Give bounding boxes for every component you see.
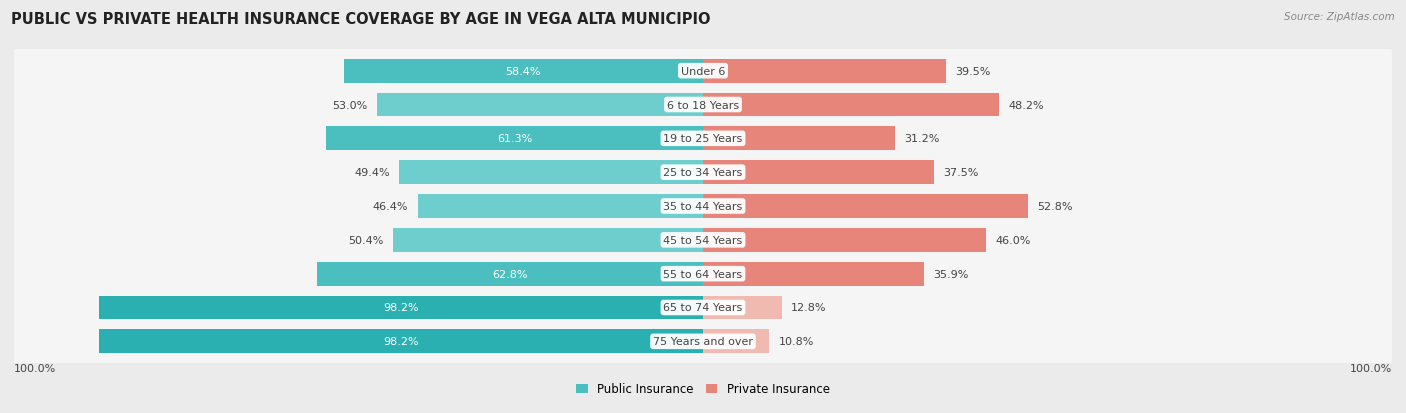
Legend: Public Insurance, Private Insurance: Public Insurance, Private Insurance: [576, 382, 830, 395]
Bar: [703, 262, 924, 286]
Text: 55 to 64 Years: 55 to 64 Years: [664, 269, 742, 279]
Text: 100.0%: 100.0%: [14, 363, 56, 373]
Text: 58.4%: 58.4%: [506, 66, 541, 76]
Text: 53.0%: 53.0%: [332, 100, 368, 110]
FancyBboxPatch shape: [14, 208, 1392, 273]
Text: Under 6: Under 6: [681, 66, 725, 76]
Bar: [98, 330, 703, 353]
Text: 37.5%: 37.5%: [943, 168, 979, 178]
Text: 39.5%: 39.5%: [955, 66, 991, 76]
Text: 61.3%: 61.3%: [496, 134, 531, 144]
FancyBboxPatch shape: [14, 309, 1392, 374]
Text: 98.2%: 98.2%: [384, 303, 419, 313]
Bar: [703, 296, 782, 320]
Text: 98.2%: 98.2%: [384, 337, 419, 347]
Text: 48.2%: 48.2%: [1008, 100, 1045, 110]
Text: 12.8%: 12.8%: [792, 303, 827, 313]
Text: 45 to 54 Years: 45 to 54 Years: [664, 235, 742, 245]
Bar: [326, 127, 703, 151]
FancyBboxPatch shape: [14, 174, 1392, 239]
Bar: [418, 195, 703, 218]
Text: 31.2%: 31.2%: [904, 134, 939, 144]
FancyBboxPatch shape: [14, 275, 1392, 340]
Bar: [343, 60, 703, 83]
FancyBboxPatch shape: [14, 242, 1392, 306]
Bar: [703, 127, 896, 151]
Text: 50.4%: 50.4%: [349, 235, 384, 245]
Text: 19 to 25 Years: 19 to 25 Years: [664, 134, 742, 144]
Text: 65 to 74 Years: 65 to 74 Years: [664, 303, 742, 313]
Text: 46.0%: 46.0%: [995, 235, 1031, 245]
Bar: [703, 195, 1028, 218]
Text: 35 to 44 Years: 35 to 44 Years: [664, 202, 742, 211]
Text: Source: ZipAtlas.com: Source: ZipAtlas.com: [1284, 12, 1395, 22]
Text: 75 Years and over: 75 Years and over: [652, 337, 754, 347]
Bar: [703, 330, 769, 353]
FancyBboxPatch shape: [14, 73, 1392, 138]
FancyBboxPatch shape: [14, 107, 1392, 171]
Bar: [703, 60, 946, 83]
FancyBboxPatch shape: [14, 140, 1392, 205]
Bar: [703, 93, 1000, 117]
Text: 46.4%: 46.4%: [373, 202, 408, 211]
Text: 49.4%: 49.4%: [354, 168, 389, 178]
Bar: [316, 262, 703, 286]
FancyBboxPatch shape: [14, 39, 1392, 104]
Text: 52.8%: 52.8%: [1038, 202, 1073, 211]
Bar: [399, 161, 703, 185]
Bar: [703, 161, 934, 185]
Text: 6 to 18 Years: 6 to 18 Years: [666, 100, 740, 110]
Bar: [98, 296, 703, 320]
Bar: [377, 93, 703, 117]
Text: 62.8%: 62.8%: [492, 269, 527, 279]
Text: PUBLIC VS PRIVATE HEALTH INSURANCE COVERAGE BY AGE IN VEGA ALTA MUNICIPIO: PUBLIC VS PRIVATE HEALTH INSURANCE COVER…: [11, 12, 711, 27]
Text: 25 to 34 Years: 25 to 34 Years: [664, 168, 742, 178]
Bar: [703, 228, 986, 252]
Text: 10.8%: 10.8%: [779, 337, 814, 347]
Text: 35.9%: 35.9%: [934, 269, 969, 279]
Text: 100.0%: 100.0%: [1350, 363, 1392, 373]
Bar: [392, 228, 703, 252]
